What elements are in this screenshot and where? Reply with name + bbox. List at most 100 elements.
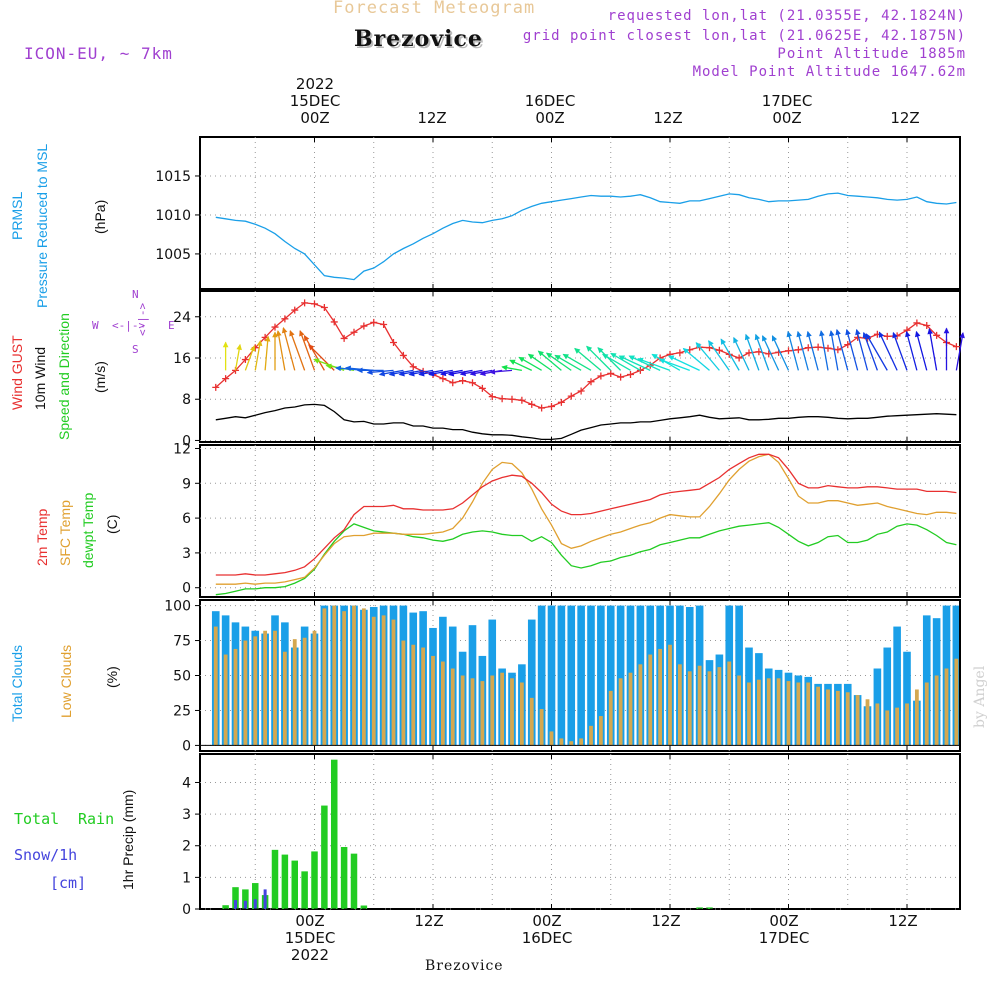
low-cloud-bar xyxy=(470,678,475,746)
panel-frame-wind xyxy=(199,290,961,443)
wind-arrow xyxy=(281,326,296,371)
low-cloud-bar xyxy=(510,678,514,746)
wind-arrow xyxy=(695,342,720,371)
wind-arrow-head xyxy=(667,355,675,361)
wind-gust-line-marker xyxy=(913,319,921,327)
low-cloud-bar xyxy=(312,630,317,746)
wind-arrow-head xyxy=(527,353,535,360)
wind-arrow-head xyxy=(733,336,739,344)
time-label-bot-2-l1: 00Z xyxy=(532,912,562,930)
wind-arrow-head xyxy=(562,353,569,360)
time-label-bot-4: 00Z 17DEC xyxy=(748,913,820,947)
model-label: ICON-EU, ~ 7km xyxy=(24,44,173,63)
wind-arrow-head xyxy=(855,328,861,336)
wind-arrow xyxy=(628,355,661,371)
wind-gust-line-marker xyxy=(291,306,299,314)
wind-arrow xyxy=(276,330,286,371)
low-cloud-bar xyxy=(658,648,663,746)
wind-gust-line-marker xyxy=(498,395,506,403)
low-cloud-bar xyxy=(233,648,238,746)
time-label-bot-5: 12Z xyxy=(867,913,939,930)
wind-gust-line-marker xyxy=(469,379,476,387)
wind-speed-line xyxy=(215,403,957,441)
wind-gust-line-marker xyxy=(617,373,625,381)
wind-gust-line-marker xyxy=(952,343,960,351)
low-cloud-bar xyxy=(213,626,218,746)
compass-icon: N <-|-> S W <-|-> E xyxy=(92,288,182,360)
y-tick-label: 6 xyxy=(182,511,191,527)
wind-arrow-head xyxy=(264,335,271,342)
wind-gust-line-marker xyxy=(222,375,230,383)
low-cloud-bar xyxy=(934,675,939,746)
wind-arrow-head xyxy=(222,341,229,348)
wind-gust-line-marker xyxy=(597,372,605,380)
wind-arrow-head xyxy=(236,343,242,351)
rain-bar xyxy=(311,851,318,909)
wind-arrow-shaft xyxy=(554,354,582,371)
wind-arrow-shaft xyxy=(299,330,316,371)
time-label-top-4-l3: 00Z xyxy=(772,109,802,127)
y-tick-label: 16 xyxy=(173,351,191,367)
wind-gust-line-marker xyxy=(241,356,249,364)
wind-arrow-shaft xyxy=(787,331,800,371)
wind-arrow-shaft xyxy=(745,334,760,371)
total-cloud-bar xyxy=(567,605,576,746)
wind-gust-line-marker xyxy=(607,369,615,377)
low-cloud-bar xyxy=(826,689,830,746)
wind-arrow-head xyxy=(786,330,793,338)
wind-gust-line-marker xyxy=(281,315,289,323)
low-cloud-bar xyxy=(361,608,366,746)
low-cloud-bar xyxy=(954,658,959,746)
wind-arrow-shaft xyxy=(303,335,325,371)
wind-arrow-head xyxy=(299,330,305,337)
wind-gust-line xyxy=(215,302,957,409)
wind-arrow-shaft xyxy=(820,330,829,371)
wind-arrow-head xyxy=(744,333,751,341)
low-cloud-bar xyxy=(332,605,337,746)
low-cloud-bar xyxy=(865,699,870,746)
compass-w: W xyxy=(92,319,99,332)
low-cloud-bar xyxy=(717,667,722,746)
wind-arrow xyxy=(744,333,760,371)
wind-arrow-head xyxy=(325,363,332,370)
wind-gust-line-marker xyxy=(548,402,555,410)
snow-bar xyxy=(263,889,267,909)
wind-arrow-head xyxy=(610,352,617,359)
wind-arrow-shaft xyxy=(830,330,839,371)
time-label-bot-3-l1: 12Z xyxy=(651,912,681,930)
wind-arrow-shaft xyxy=(668,355,700,371)
rain-bar xyxy=(331,759,338,909)
wind-arrow-head xyxy=(865,333,872,340)
snow-bar xyxy=(243,900,247,909)
wind-gust-line-marker xyxy=(577,387,585,395)
wind-arrow-shaft xyxy=(797,331,809,371)
panel-frame-temperature xyxy=(199,444,961,598)
wind-gust-line-marker xyxy=(212,383,220,391)
wind-arrow-shaft xyxy=(856,329,869,371)
temp-2m-line xyxy=(215,453,957,576)
low-cloud-bar xyxy=(549,731,554,746)
low-cloud-bar xyxy=(885,710,890,746)
wind-arrow-head xyxy=(440,370,447,377)
total-cloud-bar xyxy=(527,619,536,746)
station-title: Brezovice xyxy=(354,26,483,52)
wind-arrow xyxy=(667,355,700,371)
time-label-bot-0-l3: 2022 xyxy=(290,946,330,964)
dewpt-line xyxy=(215,522,957,596)
wind-arrow-shaft xyxy=(597,347,622,371)
low-cloud-bar xyxy=(855,695,860,746)
wind-arrow-head xyxy=(489,369,496,375)
rain-bar xyxy=(706,907,713,909)
wind-arrow xyxy=(845,328,859,371)
wind-arrow-shaft xyxy=(928,328,938,371)
wind-arrow-head xyxy=(249,345,256,352)
low-cloud-bar xyxy=(737,675,742,746)
time-label-top-0-l1: 2022 xyxy=(295,75,335,93)
low-cloud-bar xyxy=(875,703,880,746)
time-label-bot-4-l2: 17DEC xyxy=(758,929,810,947)
rain-bar xyxy=(281,854,289,909)
wind-arrow xyxy=(244,345,256,371)
wind-arrow xyxy=(366,369,394,376)
wind-arrow-shaft xyxy=(955,332,964,371)
wind-arrow xyxy=(518,356,542,371)
